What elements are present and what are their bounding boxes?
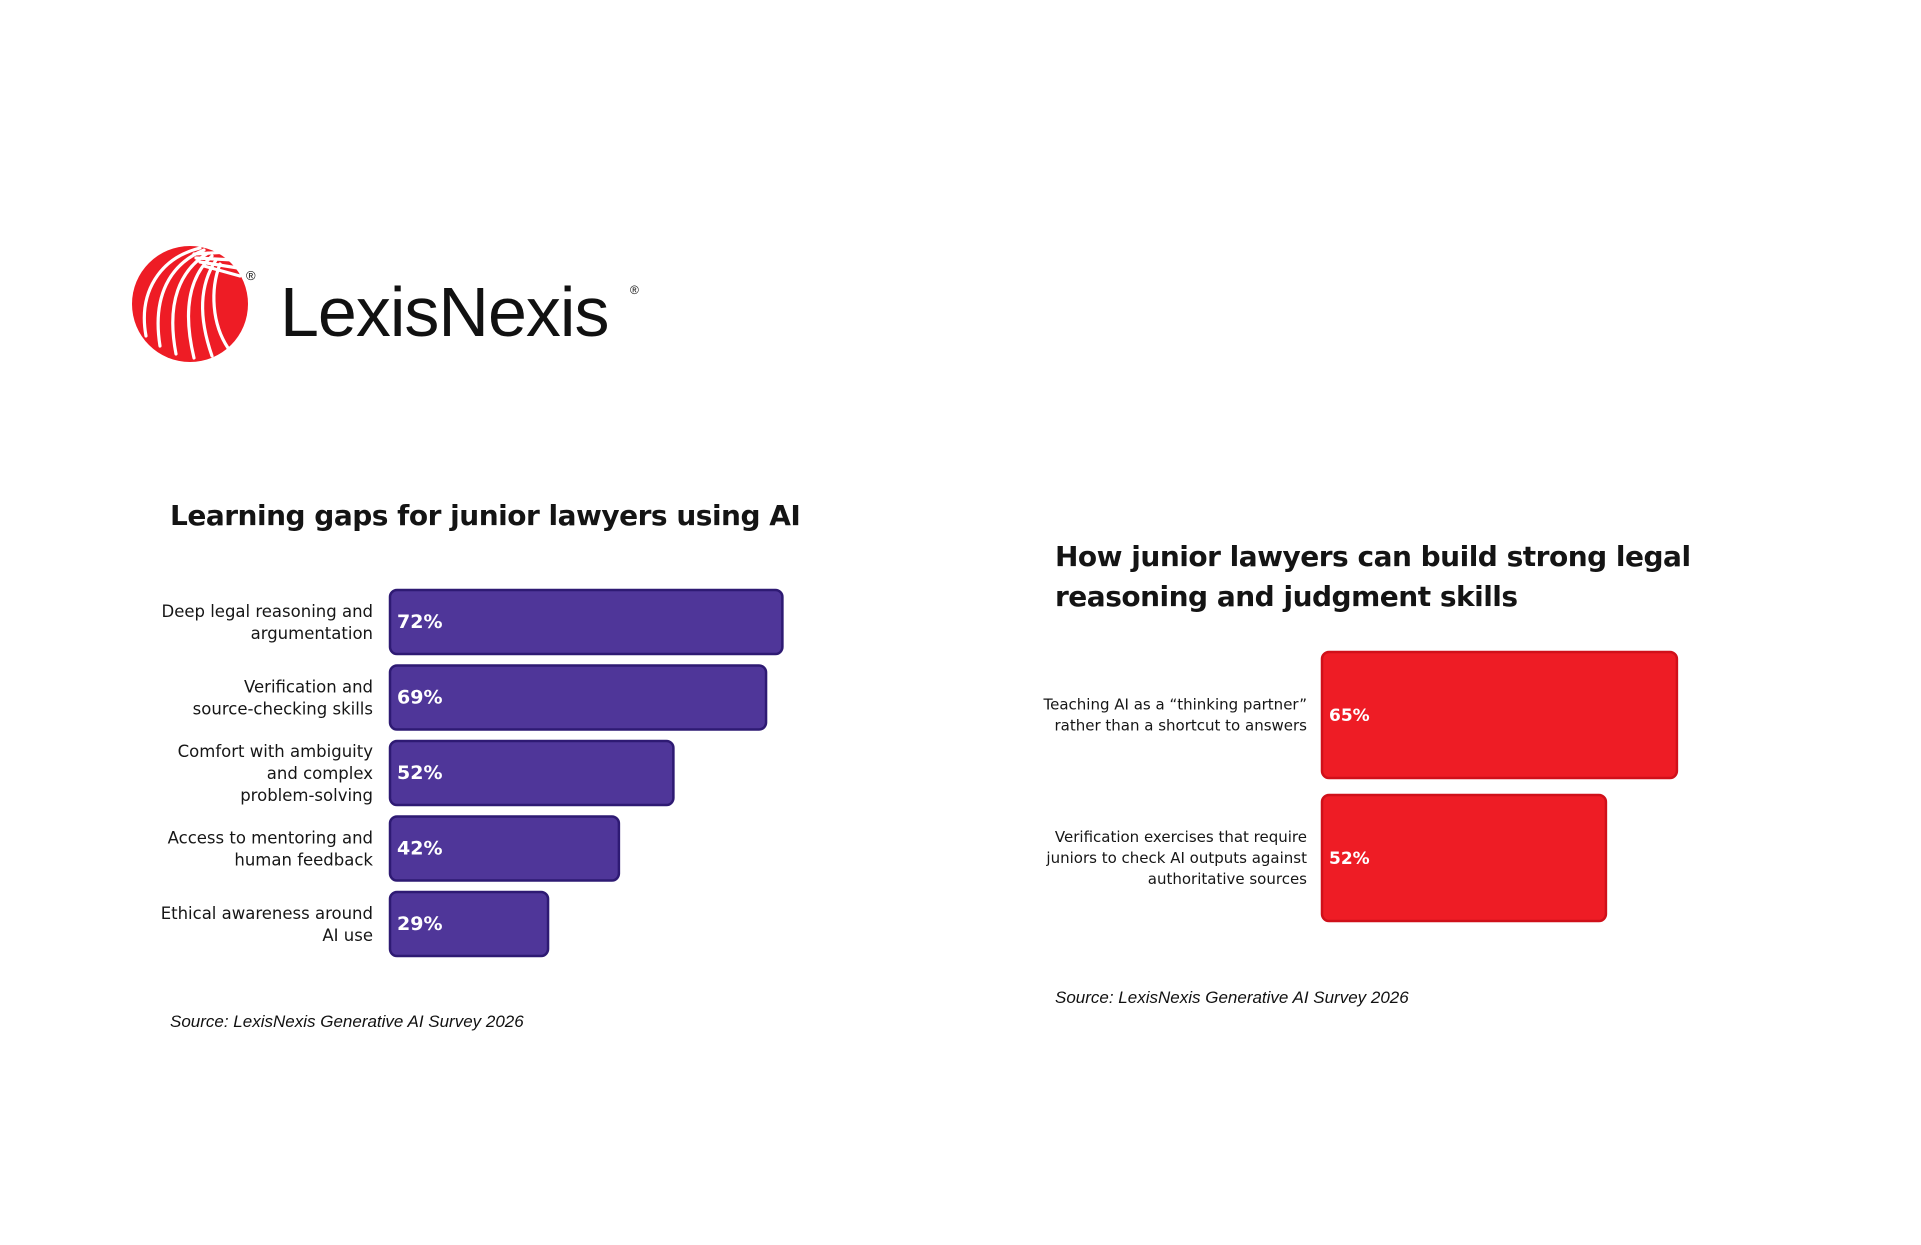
bar [388, 815, 621, 882]
value-label: 69% [397, 687, 442, 709]
value-label: 52% [397, 762, 442, 784]
bar-group: 52% Verification exercises that require ju… [1045, 793, 1608, 923]
category-label: juniors to check AI outputs against [1045, 849, 1307, 867]
value-label: 29% [397, 913, 442, 935]
lexisnexis-globe-icon [132, 246, 248, 362]
right-chart-title: How junior lawyers can build strong lega… [1055, 540, 1691, 613]
bar-group: 69% Verification and source-checking skill… [193, 664, 768, 731]
bar [388, 739, 675, 807]
left-chart-source: Source: LexisNexis Generative AI Survey … [170, 1012, 524, 1031]
value-label: 42% [397, 838, 442, 860]
category-label: human feedback [234, 851, 373, 870]
lexisnexis-logo: ® LexisNexis ® [132, 246, 639, 362]
category-label: Verification and [244, 678, 373, 697]
category-label: AI use [322, 926, 373, 945]
category-label: Comfort with ambiguity [178, 742, 374, 761]
category-label: problem-solving [240, 786, 373, 805]
bar-group: 52% Comfort with ambiguity and complex prob… [178, 739, 675, 807]
left-chart-title: Learning gaps for junior lawyers using A… [170, 499, 801, 532]
category-label: authoritative sources [1148, 870, 1307, 888]
bar-group: 42% Access to mentoring and human feedback [168, 815, 621, 882]
learning-gaps-bar-chart: 72% Deep legal reasoning and argumentation… [161, 588, 784, 958]
value-label: 72% [397, 611, 442, 633]
category-label: source-checking skills [193, 700, 373, 719]
logo-registered-mark-2: ® [630, 283, 639, 297]
category-label: Deep legal reasoning and [161, 602, 373, 621]
bar [388, 890, 550, 958]
category-label: Ethical awareness around [161, 904, 373, 923]
bar [1320, 650, 1679, 780]
logo-wordmark: LexisNexis [280, 273, 608, 351]
category-label: argumentation [251, 624, 373, 643]
value-label: 65% [1329, 706, 1370, 726]
bar [388, 588, 784, 656]
category-label: and complex [267, 764, 373, 783]
bar-group: 29% Ethical awareness around AI use [161, 890, 550, 958]
value-label: 52% [1329, 849, 1370, 869]
logo-registered-mark-1: ® [246, 268, 256, 283]
category-label: Teaching AI as a “thinking partner” [1043, 696, 1308, 714]
bar-group: 65% Teaching AI as a “thinking partner” ra… [1043, 650, 1679, 780]
reasoning-skills-bar-chart: 65% Teaching AI as a “thinking partner” ra… [1043, 650, 1679, 923]
right-chart-source: Source: LexisNexis Generative AI Survey … [1055, 988, 1409, 1007]
bar-group: 72% Deep legal reasoning and argumentation [161, 588, 784, 656]
bar [1320, 793, 1608, 923]
bar [388, 664, 768, 731]
category-label: Access to mentoring and [168, 829, 373, 848]
category-label: Verification exercises that require [1055, 828, 1307, 846]
category-label: rather than a shortcut to answers [1055, 717, 1308, 735]
